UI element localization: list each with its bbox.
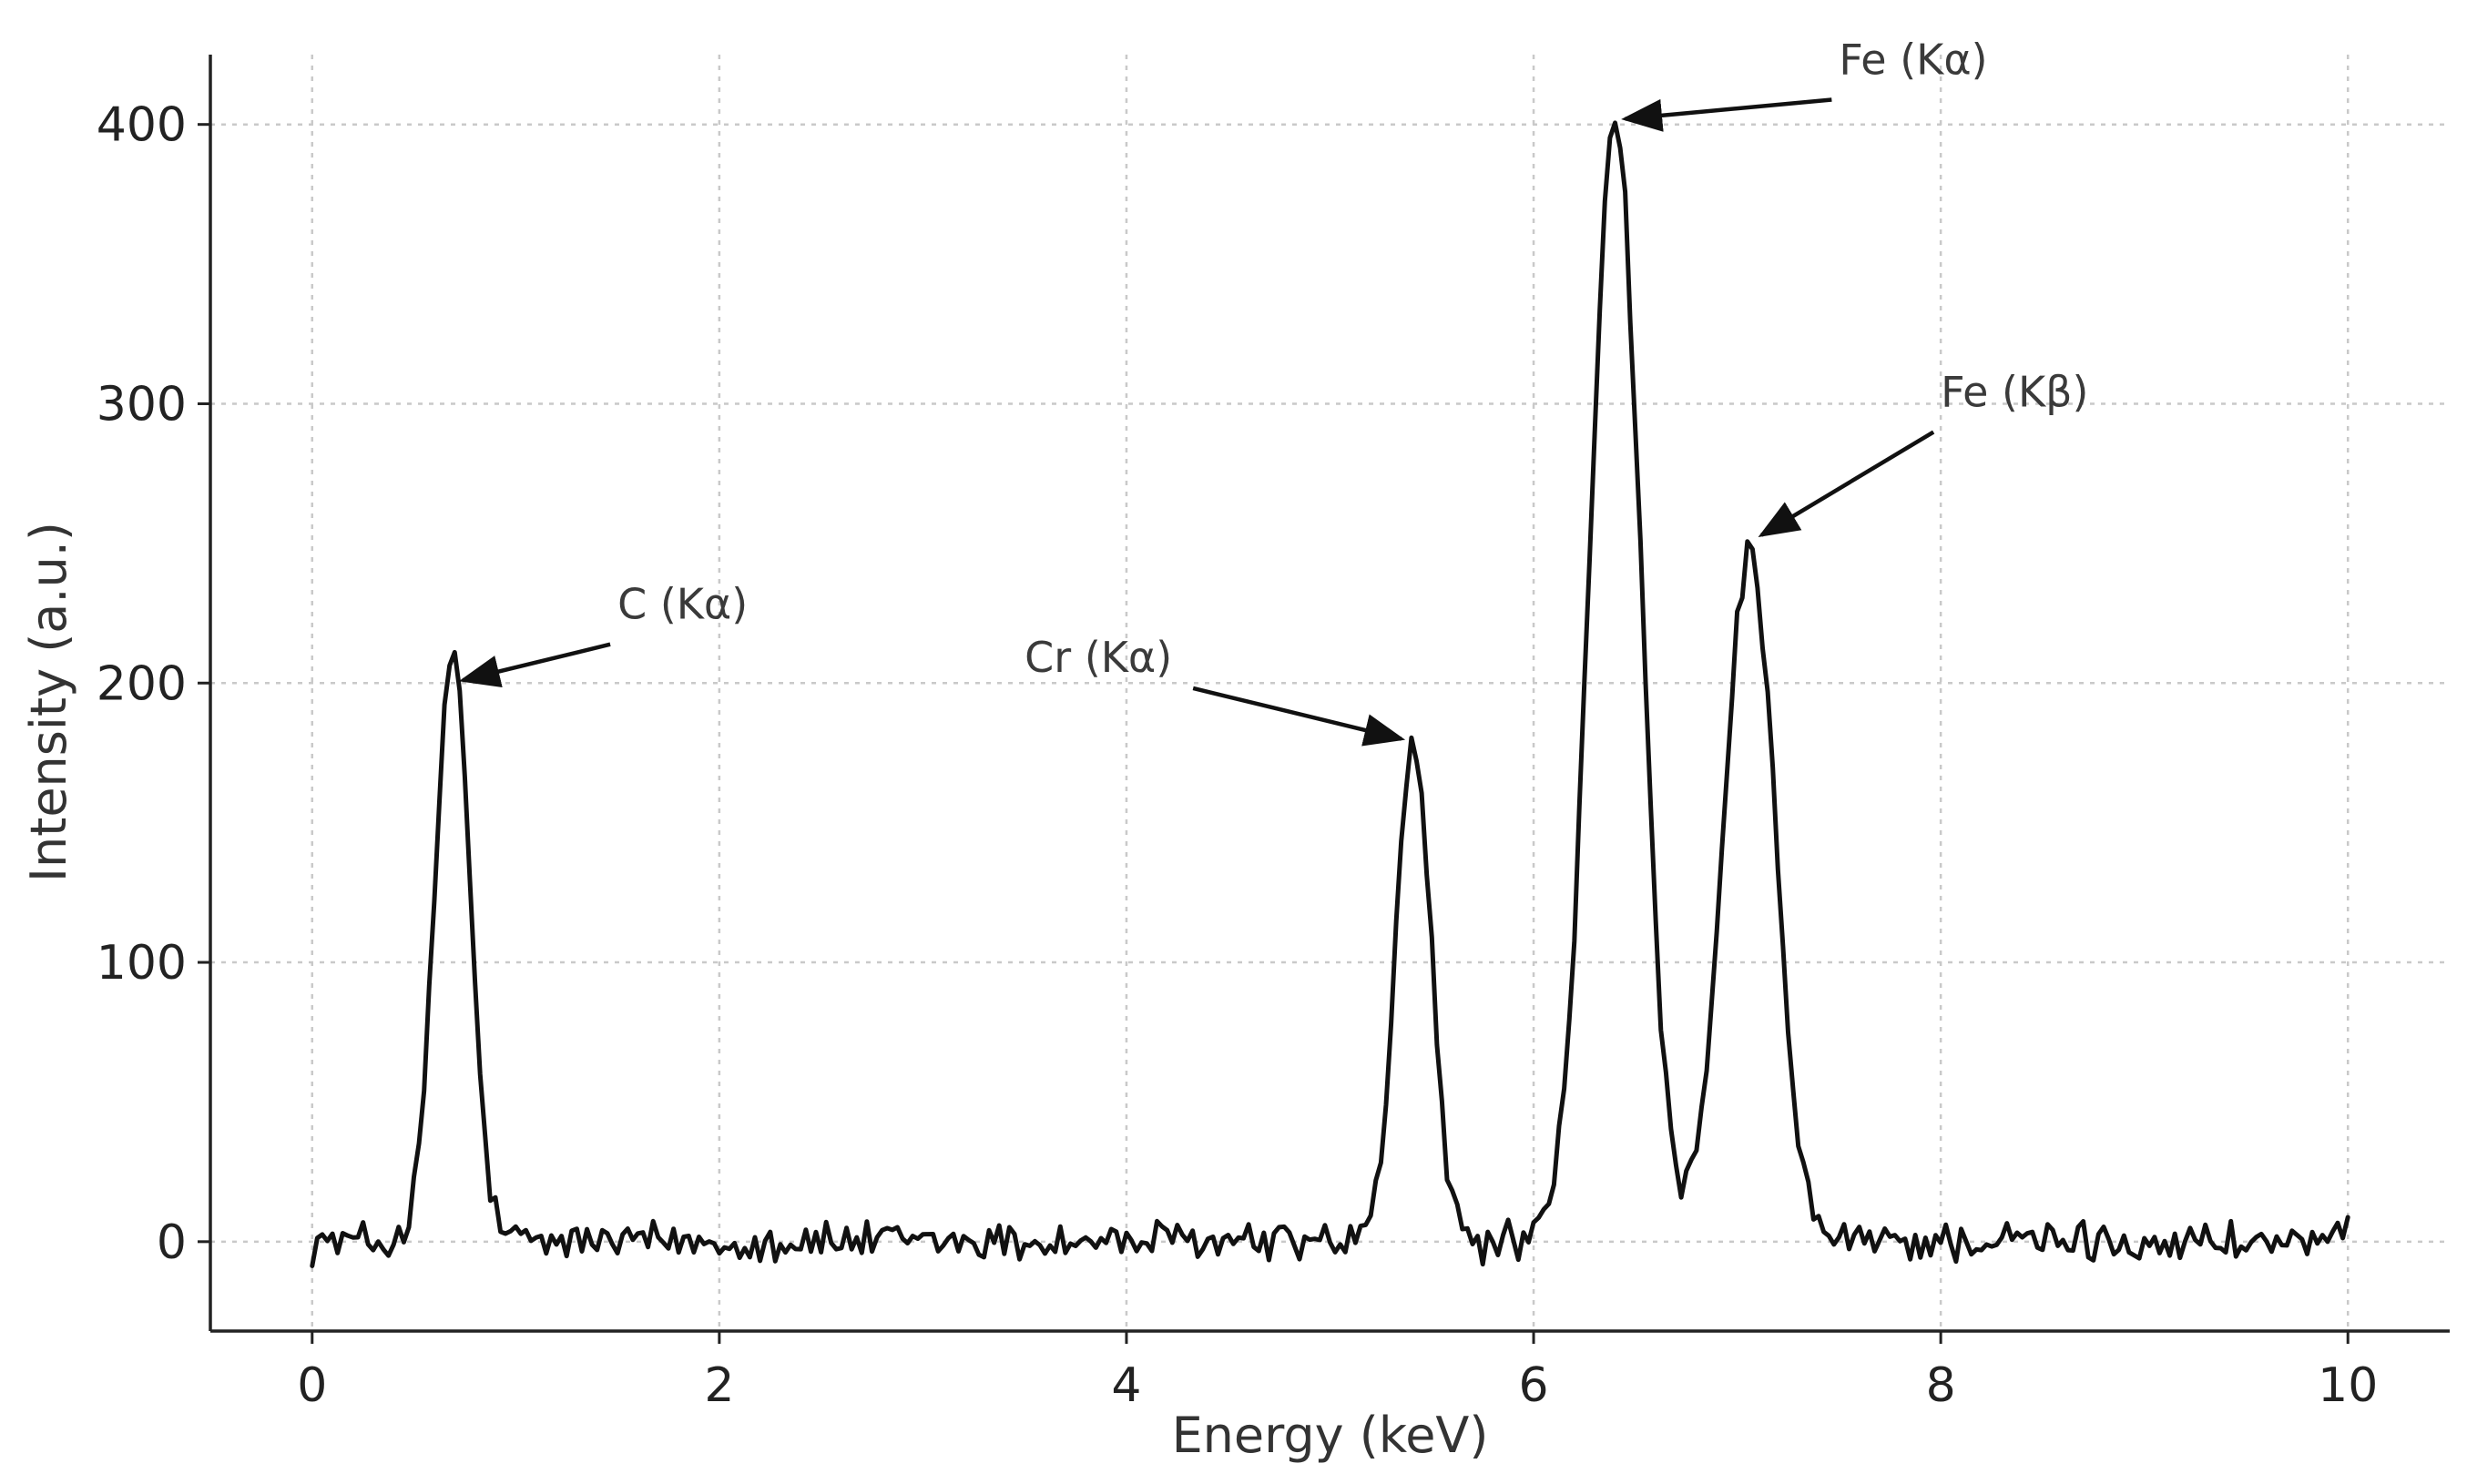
- annotation-arrow: [458, 642, 611, 688]
- y-tick-label: 200: [97, 656, 187, 711]
- annotation-label: Cr (Kα): [1025, 633, 1172, 682]
- annotation-fe-k: Fe (Kα): [1621, 35, 1988, 132]
- grid: [210, 55, 2450, 1331]
- annotation-label: Fe (Kβ): [1941, 368, 2088, 417]
- x-tick-label: 6: [1518, 1358, 1548, 1413]
- x-tick-label: 4: [1111, 1358, 1141, 1413]
- axes: [209, 55, 2450, 1333]
- annotation-cr-k: Cr (Kα): [1025, 633, 1406, 747]
- x-tick-label: 8: [1926, 1358, 1956, 1413]
- annotation-fe-k: Fe (Kβ): [1758, 368, 2088, 537]
- annotation-label: C (Kα): [617, 580, 748, 629]
- x-axis-title: Energy (keV): [1172, 1407, 1489, 1464]
- y-tick-label: 300: [97, 377, 187, 432]
- annotation-c-k: C (Kα): [458, 580, 748, 688]
- y-tick-label: 400: [97, 98, 187, 153]
- y-axis-title: Intensity (a.u.): [20, 522, 77, 882]
- annotation-arrow: [1758, 430, 1935, 537]
- spectrum-line: [310, 120, 2350, 1268]
- y-tick-label: 0: [157, 1215, 187, 1270]
- annotation-label: Fe (Kα): [1839, 35, 1987, 84]
- series-layer: [310, 120, 2350, 1268]
- annotation-arrow: [1621, 97, 1832, 132]
- x-tick-label: 10: [2318, 1358, 2378, 1413]
- x-tick-label: 0: [297, 1358, 327, 1413]
- annotations: C (Kα) Cr (Kα) Fe (Kα) Fe (Kβ): [458, 35, 2088, 747]
- y-tick-label: 100: [97, 936, 187, 991]
- annotation-arrow: [1192, 686, 1406, 747]
- x-tick-label: 2: [704, 1358, 734, 1413]
